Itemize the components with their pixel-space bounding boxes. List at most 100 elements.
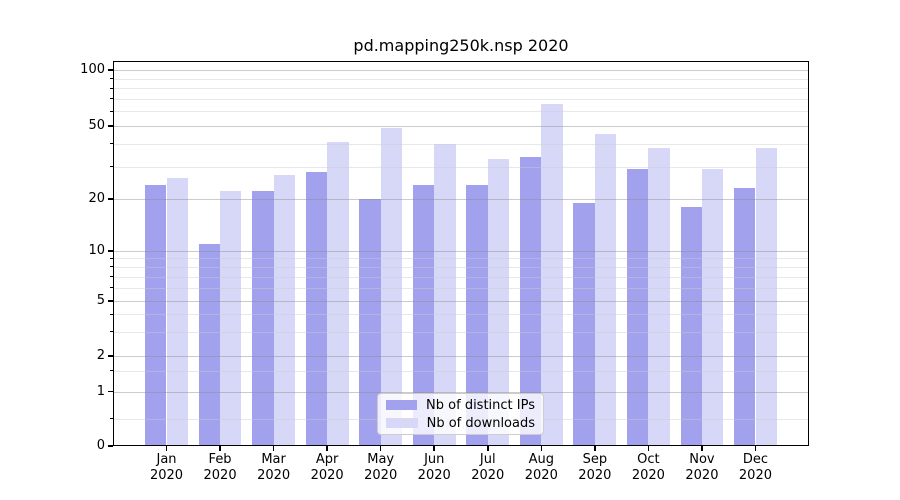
- legend-swatch-downloads: [386, 418, 418, 428]
- y-minor-gridline: [113, 370, 809, 372]
- y-minor-tick-mark: [110, 110, 113, 112]
- y-minor-gridline: [113, 98, 809, 100]
- x-tick-label: Sep 2020: [578, 452, 612, 483]
- x-tick-label: Mar 2020: [257, 452, 291, 483]
- bar-distinct-ips: [198, 243, 221, 446]
- x-tick-mark: [594, 446, 596, 451]
- chart-title: pd.mapping250k.nsp 2020: [353, 36, 569, 55]
- bar-distinct-ips: [252, 191, 274, 446]
- legend-item-downloads: Nb of downloads: [386, 416, 535, 431]
- x-tick-mark: [379, 446, 382, 451]
- bar-downloads: [648, 147, 670, 446]
- y-minor-gridline: [113, 314, 809, 316]
- y-tick-mark: [108, 69, 113, 71]
- y-tick-mark: [108, 390, 113, 393]
- y-major-gridline: [113, 356, 809, 357]
- x-tick-mark: [647, 446, 650, 451]
- y-minor-tick-mark: [110, 98, 113, 100]
- bar-distinct-ips: [359, 199, 381, 446]
- y-tick-mark: [108, 300, 113, 302]
- y-tick-label: 100: [80, 62, 105, 77]
- bar-distinct-ips: [734, 187, 756, 446]
- x-tick-mark: [487, 446, 489, 451]
- x-tick-mark: [433, 446, 435, 451]
- y-minor-gridline: [113, 166, 809, 168]
- y-major-gridline: [113, 126, 809, 127]
- x-tick-label: Aug 2020: [524, 452, 558, 483]
- bar-downloads: [273, 175, 295, 446]
- y-tick-label: 50: [88, 118, 105, 133]
- bar-distinct-ips: [519, 156, 542, 446]
- legend: Nb of distinct IPs Nb of downloads: [377, 393, 544, 435]
- bar-distinct-ips: [573, 202, 595, 446]
- bar-distinct-ips: [466, 184, 488, 446]
- y-tick-label: 2: [96, 348, 105, 363]
- y-major-gridline: [113, 70, 809, 71]
- y-minor-gridline: [113, 258, 809, 260]
- bar-downloads: [487, 159, 510, 446]
- y-minor-tick-mark: [110, 166, 113, 168]
- legend-swatch-distinct-ips: [386, 400, 418, 410]
- bar-downloads: [327, 141, 349, 446]
- legend-item-distinct-ips: Nb of distinct IPs: [386, 398, 535, 413]
- x-tick-mark: [272, 446, 275, 451]
- bar-downloads: [380, 127, 403, 446]
- bar-distinct-ips: [680, 206, 702, 446]
- y-minor-gridline: [113, 287, 809, 289]
- y-minor-tick-mark: [110, 287, 113, 289]
- y-minor-gridline: [113, 111, 809, 113]
- y-minor-tick-mark: [110, 143, 113, 145]
- x-tick-label: Dec 2020: [738, 452, 772, 483]
- x-tick-label: Jan 2020: [149, 452, 184, 483]
- y-minor-gridline: [113, 88, 809, 89]
- y-tick-mark: [108, 125, 113, 127]
- bar-downloads: [701, 169, 724, 446]
- y-minor-tick-mark: [110, 78, 113, 79]
- x-tick-mark: [165, 446, 168, 451]
- y-tick-label: 1: [96, 383, 105, 399]
- y-tick-mark: [108, 355, 113, 357]
- y-minor-gridline: [113, 331, 809, 333]
- bar-distinct-ips: [412, 184, 435, 446]
- bar-downloads: [166, 178, 188, 446]
- y-minor-tick-mark: [110, 418, 113, 420]
- bar-downloads: [755, 147, 777, 446]
- y-minor-tick-mark: [110, 370, 113, 372]
- y-minor-tick-mark: [110, 313, 113, 315]
- bar-distinct-ips: [145, 184, 167, 446]
- y-tick-mark: [108, 445, 113, 447]
- x-tick-mark: [701, 446, 703, 451]
- bar-downloads: [220, 191, 242, 446]
- y-minor-tick-mark: [110, 257, 113, 259]
- x-tick-label: May 2020: [364, 452, 398, 483]
- y-tick-label: 20: [88, 191, 105, 206]
- x-tick-mark: [326, 446, 328, 451]
- y-minor-tick-mark: [110, 276, 113, 278]
- bar-downloads: [594, 134, 617, 446]
- y-major-gridline: [113, 250, 809, 252]
- x-tick-label: Jun 2020: [417, 452, 451, 483]
- legend-label-downloads: Nb of downloads: [426, 415, 535, 431]
- bar-distinct-ips: [627, 169, 649, 446]
- y-major-gridline: [113, 391, 809, 393]
- y-minor-tick-mark: [110, 266, 113, 268]
- x-tick-label: Feb 2020: [203, 452, 237, 483]
- x-tick-label: Nov 2020: [685, 452, 719, 483]
- y-major-gridline: [113, 301, 809, 302]
- y-tick-mark: [108, 198, 113, 200]
- x-tick-label: Oct 2020: [631, 452, 665, 483]
- y-tick-label: 0: [96, 438, 105, 453]
- y-minor-gridline: [113, 78, 809, 80]
- bar-downloads: [541, 103, 563, 446]
- bar-distinct-ips: [305, 172, 328, 446]
- y-minor-tick-mark: [110, 87, 113, 89]
- y-tick-label: 10: [88, 242, 105, 258]
- y-major-gridline: [113, 199, 809, 200]
- legend-label-distinct-ips: Nb of distinct IPs: [426, 397, 535, 413]
- y-minor-gridline: [113, 143, 809, 145]
- y-tick-label: 5: [96, 293, 105, 308]
- x-tick-mark: [754, 446, 757, 451]
- y-minor-gridline: [113, 276, 809, 278]
- y-tick-mark: [108, 250, 113, 252]
